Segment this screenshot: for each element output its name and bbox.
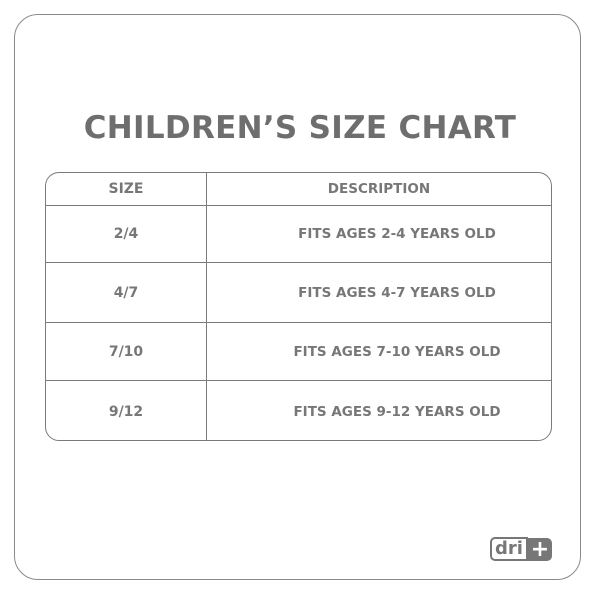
table-header-row: SIZE DESCRIPTION bbox=[46, 173, 551, 205]
table-row: 9/12 FITS AGES 9-12 YEARS OLD bbox=[46, 380, 551, 440]
plus-icon: + bbox=[527, 537, 552, 561]
size-chart-card bbox=[14, 14, 581, 580]
description-cell: FITS AGES 9-12 YEARS OLD bbox=[293, 403, 501, 420]
dri-plus-logo: dri + bbox=[490, 537, 552, 561]
description-cell: FITS AGES 4-7 YEARS OLD bbox=[298, 284, 496, 301]
header-size: SIZE bbox=[46, 173, 207, 205]
page-title: CHILDREN’S SIZE CHART bbox=[83, 110, 517, 146]
size-cell: 9/12 bbox=[46, 381, 207, 440]
logo-text: dri bbox=[490, 537, 528, 561]
table-row: 7/10 FITS AGES 7-10 YEARS OLD bbox=[46, 322, 551, 380]
size-table: SIZE DESCRIPTION 2/4 FITS AGES 2-4 YEARS… bbox=[45, 172, 552, 441]
size-cell: 4/7 bbox=[46, 263, 207, 322]
table-row: 2/4 FITS AGES 2-4 YEARS OLD bbox=[46, 205, 551, 262]
size-cell: 2/4 bbox=[46, 206, 207, 262]
description-cell: FITS AGES 2-4 YEARS OLD bbox=[298, 226, 496, 242]
description-cell: FITS AGES 7-10 YEARS OLD bbox=[293, 343, 501, 360]
table-row: 4/7 FITS AGES 4-7 YEARS OLD bbox=[46, 262, 551, 322]
size-cell: 7/10 bbox=[46, 323, 207, 380]
header-description: DESCRIPTION bbox=[327, 181, 431, 197]
